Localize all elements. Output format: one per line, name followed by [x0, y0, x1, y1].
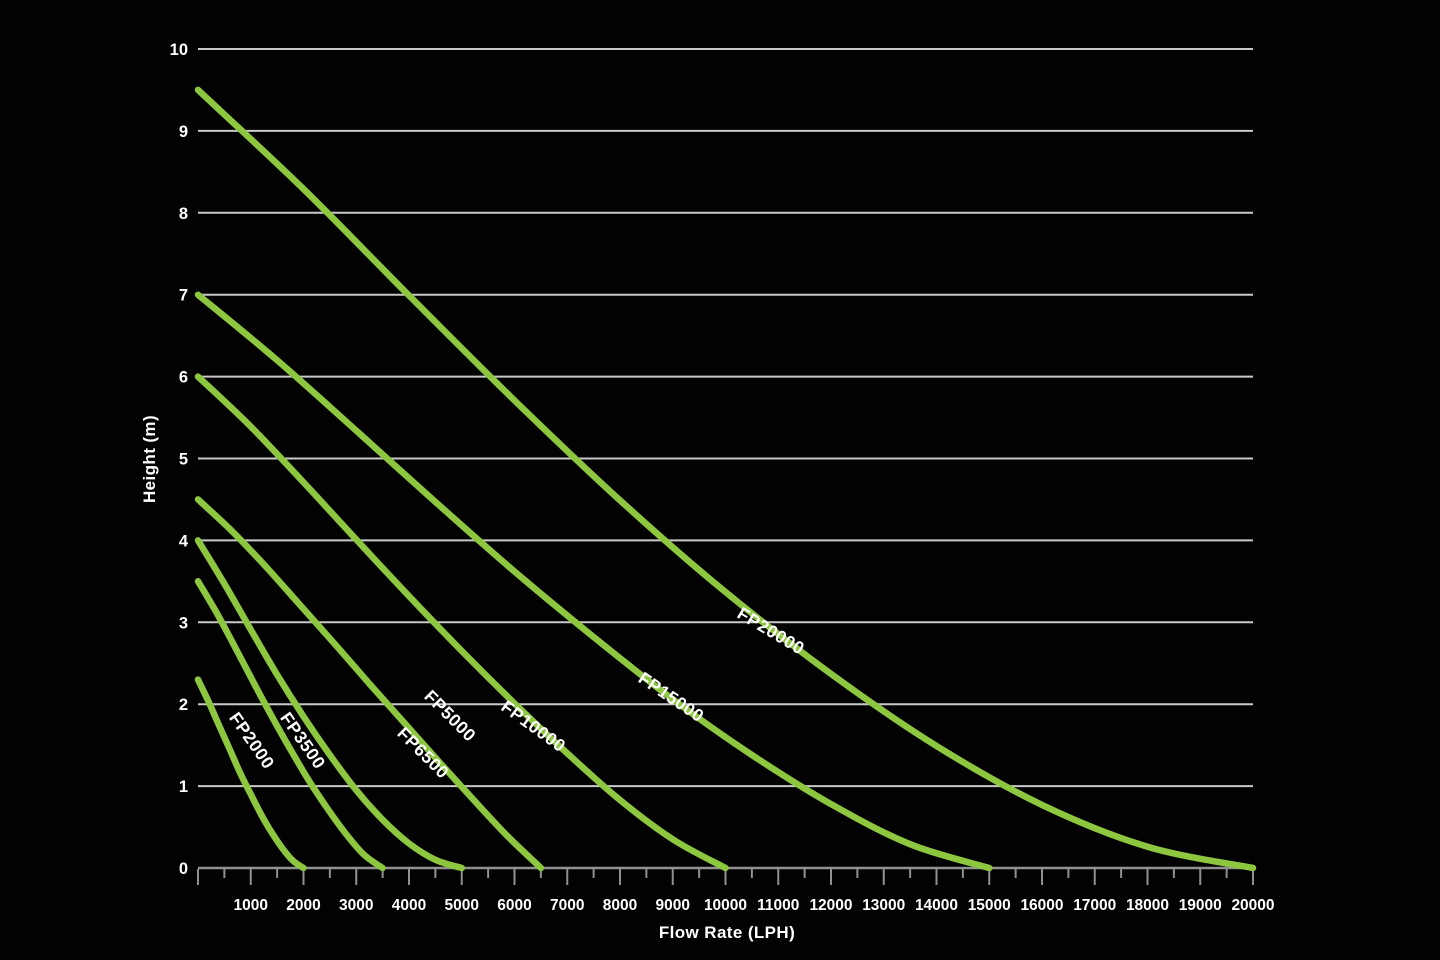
y-tick-label-4: 4 [179, 532, 189, 550]
x-tick-label-6000: 6000 [497, 897, 531, 914]
x-tick-label-15000: 15000 [968, 897, 1011, 914]
x-tick-label-16000: 16000 [1020, 897, 1063, 914]
y-tick-label-5: 5 [179, 451, 188, 469]
x-tick-label-19000: 19000 [1179, 897, 1222, 914]
y-tick-label-3: 3 [179, 614, 188, 632]
y-tick-label-8: 8 [179, 205, 188, 223]
x-tick-label-11000: 11000 [757, 897, 799, 914]
x-tick-label-8000: 8000 [603, 897, 637, 914]
x-tick-label-14000: 14000 [915, 897, 958, 914]
x-tick-label-12000: 12000 [809, 897, 852, 914]
x-tick-label-18000: 18000 [1126, 897, 1169, 914]
y-tick-label-10: 10 [170, 41, 188, 59]
y-tick-label-6: 6 [179, 369, 188, 387]
x-tick-label-9000: 9000 [656, 897, 690, 914]
x-tick-label-4000: 4000 [392, 897, 426, 914]
x-tick-label-5000: 5000 [445, 897, 479, 914]
curve-fp20000 [194, 86, 1257, 872]
y-tick-label-0: 0 [179, 860, 188, 878]
y-tick-label-7: 7 [179, 287, 188, 305]
curve-fp5000 [194, 537, 466, 872]
curve-fp3500 [194, 578, 386, 872]
y-tick-label-2: 2 [179, 696, 188, 714]
y-tick-label-9: 9 [179, 123, 188, 141]
x-tick-label-20000: 20000 [1231, 897, 1274, 914]
x-tick-label-1000: 1000 [234, 897, 268, 914]
curve-fp2000 [194, 676, 307, 872]
x-tick-label-3000: 3000 [339, 897, 373, 914]
x-tick-label-13000: 13000 [862, 897, 905, 914]
x-tick-label-2000: 2000 [286, 897, 320, 914]
curve-fp6500 [194, 496, 545, 872]
x-tick-label-10000: 10000 [704, 897, 747, 914]
x-tick-label-7000: 7000 [550, 897, 584, 914]
curve-fp10000 [194, 373, 729, 872]
y-tick-label-1: 1 [179, 778, 188, 796]
x-tick-label-17000: 17000 [1073, 897, 1116, 914]
curve-fp15000 [194, 291, 993, 872]
x-axis-title: Flow Rate (LPH) [658, 923, 796, 942]
y-axis-title: Height (m) [140, 414, 159, 504]
